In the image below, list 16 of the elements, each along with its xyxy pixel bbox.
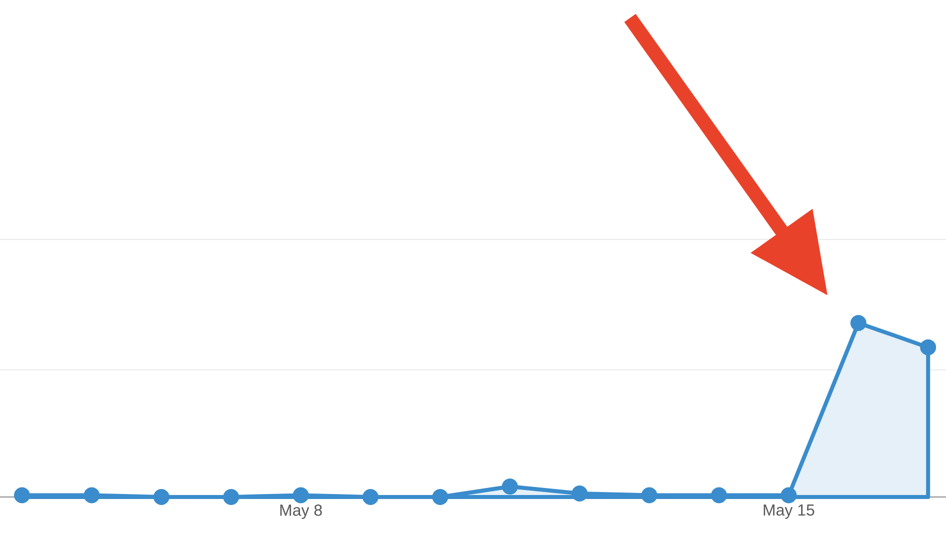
point [84, 487, 100, 504]
point [223, 488, 240, 505]
point [432, 488, 448, 505]
point [14, 487, 30, 504]
point [641, 487, 658, 504]
point [850, 314, 866, 331]
point [292, 487, 309, 504]
point [502, 478, 518, 495]
point [362, 488, 379, 505]
x-tick-label: May 8 [280, 504, 322, 520]
x-tick-label: May 15 [764, 504, 814, 519]
point [710, 487, 727, 504]
point [153, 488, 170, 505]
point [572, 486, 588, 502]
point [780, 487, 797, 504]
point [920, 339, 936, 356]
